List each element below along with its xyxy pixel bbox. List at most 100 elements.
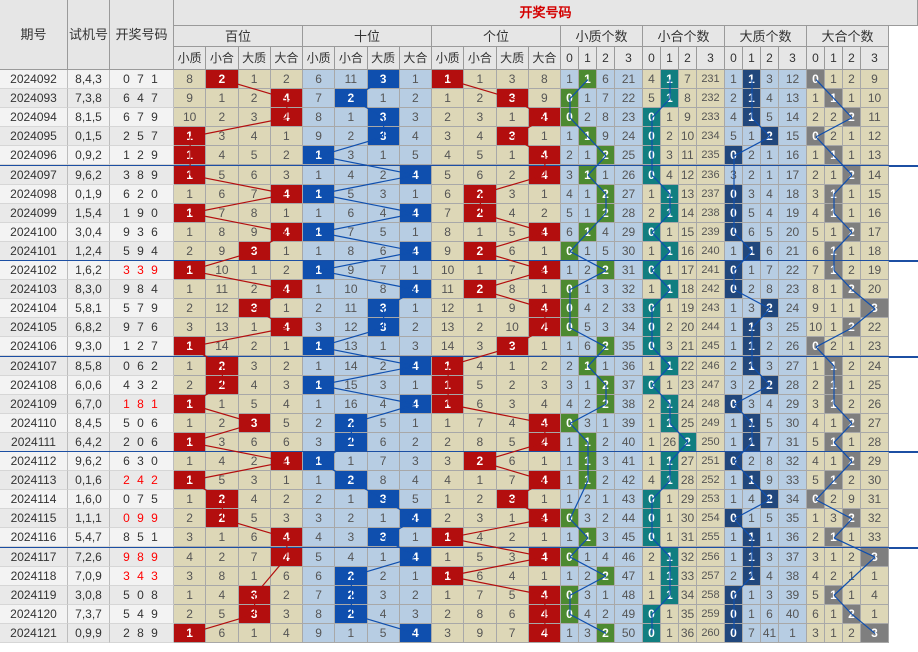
pos-cell: 1 bbox=[270, 127, 303, 147]
count-cell: 5 bbox=[725, 127, 743, 147]
pos-cell: 6 bbox=[464, 566, 497, 586]
count-cell: 5 bbox=[807, 585, 825, 605]
pos-cell: 3 bbox=[367, 299, 400, 319]
pos-cell: 1 bbox=[432, 356, 465, 376]
pos-cell: 4 bbox=[367, 394, 400, 414]
count-cell: 1 bbox=[743, 566, 761, 586]
count-cell: 3 bbox=[579, 413, 597, 433]
count-cell: 2 bbox=[597, 203, 615, 223]
count-cell: 1 bbox=[743, 108, 761, 128]
count-cell: 1 bbox=[561, 471, 579, 491]
count-cell: 1 bbox=[861, 604, 889, 624]
pos-cell: 4 bbox=[496, 566, 529, 586]
pos-cell: 3 bbox=[399, 337, 432, 357]
count-cell: 44 bbox=[615, 509, 643, 529]
pos-cell: 2 bbox=[464, 318, 497, 338]
count-cell: 23 bbox=[779, 280, 807, 300]
header-cnt-4-0: 0 bbox=[807, 47, 825, 70]
pos-cell: 1 bbox=[399, 184, 432, 204]
pos-cell: 4 bbox=[270, 108, 303, 128]
count-cell: 2 bbox=[761, 375, 779, 395]
draw-number-cell: 6 7 9 bbox=[110, 108, 174, 128]
pos-cell: 6 bbox=[270, 432, 303, 452]
pos-cell: 6 bbox=[496, 604, 529, 624]
count-cell: 2 bbox=[843, 70, 861, 90]
pos-cell: 10 bbox=[206, 261, 239, 281]
pos-cell: 4 bbox=[528, 261, 561, 281]
pos-cell: 1 bbox=[432, 490, 465, 510]
count-cell: 1 bbox=[807, 356, 825, 376]
pos-cell: 7 bbox=[303, 585, 336, 605]
count-cell: 15 bbox=[861, 184, 889, 204]
count-cell: 0 bbox=[561, 509, 579, 529]
count-cell: 31 bbox=[861, 490, 889, 510]
count-cell: 1 bbox=[843, 203, 861, 223]
count-cell: 1 bbox=[725, 299, 743, 319]
pos-cell: 7 bbox=[496, 261, 529, 281]
pos-cell: 2 bbox=[528, 203, 561, 223]
pos-cell: 1 bbox=[367, 337, 400, 357]
count-cell: 3 bbox=[597, 280, 615, 300]
count-cell: 4 bbox=[561, 184, 579, 204]
count-cell: 0 bbox=[561, 108, 579, 128]
pos-cell: 5 bbox=[496, 222, 529, 242]
pos-cell: 3 bbox=[432, 623, 465, 643]
count-cell: 1 bbox=[825, 432, 843, 452]
period-cell: 2024108 bbox=[0, 375, 68, 395]
pos-cell: 4 bbox=[206, 146, 239, 166]
pos-cell: 3 bbox=[238, 413, 271, 433]
count-cell: 24 bbox=[679, 394, 697, 414]
pos-cell: 5 bbox=[270, 413, 303, 433]
period-cell: 2024109 bbox=[0, 394, 68, 414]
pos-cell: 1 bbox=[270, 203, 303, 223]
pos-cell: 1 bbox=[367, 146, 400, 166]
count-cell: 8 bbox=[807, 280, 825, 300]
count-cell: 2 bbox=[597, 432, 615, 452]
pos-cell: 1 bbox=[528, 490, 561, 510]
count-cell: 1 bbox=[825, 222, 843, 242]
count-cell: 2 bbox=[679, 432, 697, 452]
pos-cell: 1 bbox=[528, 184, 561, 204]
trial-number-cell: 8,3,0 bbox=[68, 280, 110, 300]
count-cell: 1 bbox=[743, 70, 761, 90]
pos-cell: 1 bbox=[367, 547, 400, 567]
count-cell: 1 bbox=[725, 413, 743, 433]
count-cell: 39 bbox=[615, 413, 643, 433]
count-cell: 1 bbox=[661, 528, 679, 548]
period-cell: 2024096 bbox=[0, 146, 68, 166]
count-cell: 247 bbox=[697, 375, 725, 395]
count-cell: 0 bbox=[561, 585, 579, 605]
count-cell: 0 bbox=[643, 623, 661, 643]
pos-cell: 4 bbox=[238, 127, 271, 147]
count-cell: 1 bbox=[725, 432, 743, 452]
count-cell: 1 bbox=[661, 203, 679, 223]
count-cell: 26 bbox=[779, 337, 807, 357]
count-cell: 1 bbox=[843, 528, 861, 548]
pos-cell: 1 bbox=[432, 413, 465, 433]
pos-cell: 1 bbox=[174, 452, 207, 472]
pos-cell: 2 bbox=[206, 547, 239, 567]
trial-number-cell: 1,2,4 bbox=[68, 241, 110, 261]
count-cell: 1 bbox=[643, 413, 661, 433]
count-cell: 2 bbox=[843, 623, 861, 643]
pos-cell: 2 bbox=[174, 604, 207, 624]
count-cell: 4 bbox=[661, 165, 679, 185]
count-cell: 32 bbox=[861, 509, 889, 529]
count-cell: 35 bbox=[779, 509, 807, 529]
pos-cell: 14 bbox=[432, 337, 465, 357]
pos-cell: 2 bbox=[270, 490, 303, 510]
count-cell: 1 bbox=[825, 413, 843, 433]
pos-cell: 7 bbox=[238, 547, 271, 567]
count-cell: 239 bbox=[697, 222, 725, 242]
pos-cell: 5 bbox=[367, 623, 400, 643]
count-cell: 245 bbox=[697, 337, 725, 357]
count-cell: 22 bbox=[861, 318, 889, 338]
trial-number-cell: 7,3,7 bbox=[68, 604, 110, 624]
count-cell: 2 bbox=[725, 356, 743, 376]
count-cell: 13 bbox=[861, 146, 889, 166]
count-cell: 2 bbox=[743, 165, 761, 185]
pos-cell: 1 bbox=[303, 203, 336, 223]
count-cell: 0 bbox=[725, 280, 743, 300]
pos-cell: 4 bbox=[528, 108, 561, 128]
period-cell: 2024115 bbox=[0, 509, 68, 529]
